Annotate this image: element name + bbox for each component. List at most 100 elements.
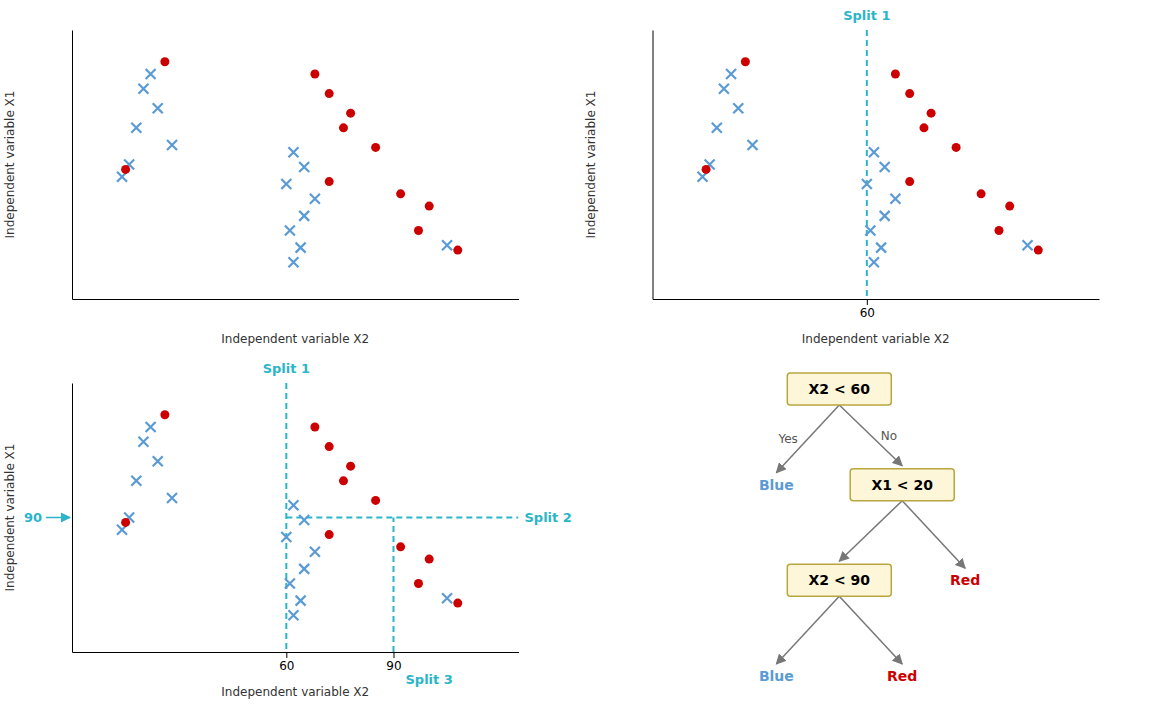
point-x — [146, 422, 156, 432]
point-x — [726, 69, 736, 79]
point-circle — [325, 530, 334, 539]
split-label: Split 1 — [843, 8, 890, 23]
y-axis-title: Independent variable X1 — [3, 444, 17, 592]
point-circle — [453, 246, 462, 255]
annotation-texts: Split 1Split 2Split 390 — [24, 361, 572, 687]
point-x — [281, 179, 291, 189]
x-axis — [73, 299, 520, 300]
x-tick-mark — [393, 652, 394, 658]
point-circle — [339, 476, 348, 485]
point-x — [138, 84, 148, 94]
point-x — [712, 123, 722, 133]
annotation-arrow — [46, 517, 70, 519]
tree-leaf: Blue — [759, 668, 794, 684]
point-x — [880, 211, 890, 221]
point-x — [865, 226, 875, 236]
marks — [698, 30, 1043, 299]
x-tick: 60 — [860, 299, 875, 320]
tree-node-label: X2 < 90 — [809, 572, 871, 588]
point-circle — [1034, 246, 1043, 255]
tree-edge — [839, 405, 902, 466]
x-tick-label: 60 — [279, 659, 294, 673]
tree-area: YesNoX2 < 60BlueX1 < 20X2 < 90RedBlueRed — [759, 373, 980, 684]
point-x — [310, 547, 320, 557]
tree-node: X2 < 60 — [787, 373, 891, 405]
panel: YesNoX2 < 60BlueX1 < 20X2 < 90RedBlueRed — [759, 373, 980, 684]
y-axis — [653, 31, 654, 300]
plot-area: 60 Independent variable X2 Independent var… — [584, 8, 1100, 346]
point-x — [442, 593, 452, 603]
tree-node: X2 < 90 — [787, 564, 891, 596]
point-circle — [346, 462, 355, 471]
point-circle — [905, 177, 914, 186]
point-x — [153, 103, 163, 113]
point-circle — [121, 165, 130, 174]
chart-container: Independent variable X2 Independent varia… — [0, 0, 1161, 706]
point-circle — [702, 165, 711, 174]
panel: 60 Independent variable X2 Independent var… — [584, 8, 1100, 346]
point-circle — [1005, 202, 1014, 211]
point-circle — [414, 579, 423, 588]
y-axis-title: Independent variable X1 — [584, 91, 598, 239]
point-circle — [994, 226, 1003, 235]
point-circle — [905, 89, 914, 98]
point-x — [890, 194, 900, 204]
x-axis-title: Independent variable X2 — [221, 332, 369, 346]
y-axis-line — [72, 384, 73, 653]
x-axis: 60 — [653, 299, 1100, 320]
point-x — [296, 243, 306, 253]
x-axis: 6090 — [73, 652, 520, 673]
tree-node-label: X1 < 20 — [871, 477, 933, 493]
point-circle — [325, 177, 334, 186]
point-circle — [977, 189, 986, 198]
point-circle — [891, 70, 900, 79]
x-axis-line — [73, 652, 520, 653]
chart-svg: Independent variable X2 Independent varia… — [0, 0, 1161, 706]
x-axis-title: Independent variable X2 — [802, 332, 950, 346]
point-x — [138, 437, 148, 447]
x-tick-mark — [867, 299, 868, 305]
tree-edge-label: Yes — [777, 432, 797, 446]
tree-edge — [902, 501, 965, 569]
point-x — [131, 123, 141, 133]
tree-node-box — [850, 469, 954, 501]
tree-node-box — [787, 373, 891, 405]
point-circle — [325, 89, 334, 98]
point-x — [876, 243, 886, 253]
point-x — [131, 476, 141, 486]
point-x — [310, 194, 320, 204]
point-x — [285, 579, 295, 589]
marks — [117, 383, 518, 652]
split-line — [866, 30, 868, 299]
point-circle — [396, 189, 405, 198]
tree-leaf: Red — [950, 572, 980, 588]
point-x — [281, 532, 291, 542]
tree-node-box — [787, 564, 891, 596]
panel: 6090 Independent variable X2 Independent v… — [3, 361, 572, 699]
point-x — [880, 162, 890, 172]
point-circle — [414, 226, 423, 235]
point-circle — [927, 109, 936, 118]
point-circle — [371, 496, 380, 505]
x-tick-mark — [286, 652, 287, 658]
y-axis-line — [72, 31, 73, 300]
split-label: Split 3 — [405, 672, 452, 687]
x-axis-title: Independent variable X2 — [221, 685, 369, 699]
point-x — [299, 515, 309, 525]
tree-edge-label: No — [881, 429, 897, 443]
point-x — [296, 596, 306, 606]
point-circle — [425, 202, 434, 211]
point-circle — [160, 410, 169, 419]
point-x — [288, 257, 298, 267]
tree-edge — [776, 596, 839, 664]
point-circle — [741, 57, 750, 66]
point-circle — [396, 542, 405, 551]
point-x — [869, 147, 879, 157]
plot-area: Independent variable X2Independent varia… — [3, 31, 519, 347]
point-circle — [310, 70, 319, 79]
point-circle — [919, 123, 928, 132]
tree-leaf-label: Blue — [759, 477, 794, 493]
y-axis-line — [653, 31, 654, 300]
point-x — [146, 69, 156, 79]
point-x — [748, 140, 758, 150]
